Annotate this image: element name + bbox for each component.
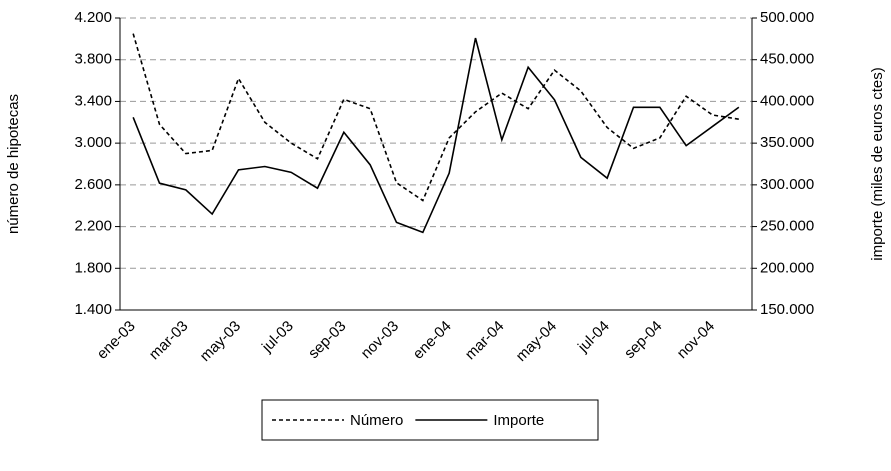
y2-tick-label: 400.000 (760, 92, 814, 109)
x-tick-label: nov-03 (358, 318, 402, 362)
x-tick-label: may-03 (197, 318, 244, 365)
y2-tick-label: 200.000 (760, 259, 814, 276)
y-axis-title: número de hipotecas (5, 94, 22, 234)
y2-tick-label: 500.000 (760, 9, 814, 26)
y-tick-label: 2.600 (74, 176, 112, 193)
legend-label: Importe (493, 412, 544, 429)
x-tick-label: jul-03 (258, 318, 297, 357)
x-tick-label: jul-04 (574, 318, 613, 357)
y2-tick-label: 250.000 (760, 218, 814, 235)
y-tick-label: 2.200 (74, 218, 112, 235)
y2-tick-label: 450.000 (760, 51, 814, 68)
y2-axis-title: importe (miles de euros ctes) (869, 67, 886, 260)
y-tick-label: 1.800 (74, 259, 112, 276)
x-tick-label: ene-04 (410, 318, 455, 363)
x-tick-label: may-04 (513, 318, 560, 365)
y-tick-label: 3.800 (74, 51, 112, 68)
x-tick-label: sep-04 (621, 318, 665, 362)
x-tick-label: ene-03 (94, 318, 139, 363)
y-tick-label: 3.400 (74, 92, 112, 109)
y-tick-label: 4.200 (74, 9, 112, 26)
y-tick-label: 3.000 (74, 134, 112, 151)
y2-tick-label: 300.000 (760, 176, 814, 193)
x-tick-label: mar-03 (146, 318, 192, 364)
y-tick-label: 1.400 (74, 301, 112, 318)
series-line (132, 33, 739, 202)
legend-label: Número (350, 412, 403, 429)
x-tick-label: nov-04 (674, 318, 718, 362)
x-tick-label: sep-03 (305, 318, 349, 362)
y2-tick-label: 150.000 (760, 301, 814, 318)
y2-tick-label: 350.000 (760, 134, 814, 151)
x-tick-label: mar-04 (462, 318, 508, 364)
series-line (132, 37, 740, 234)
